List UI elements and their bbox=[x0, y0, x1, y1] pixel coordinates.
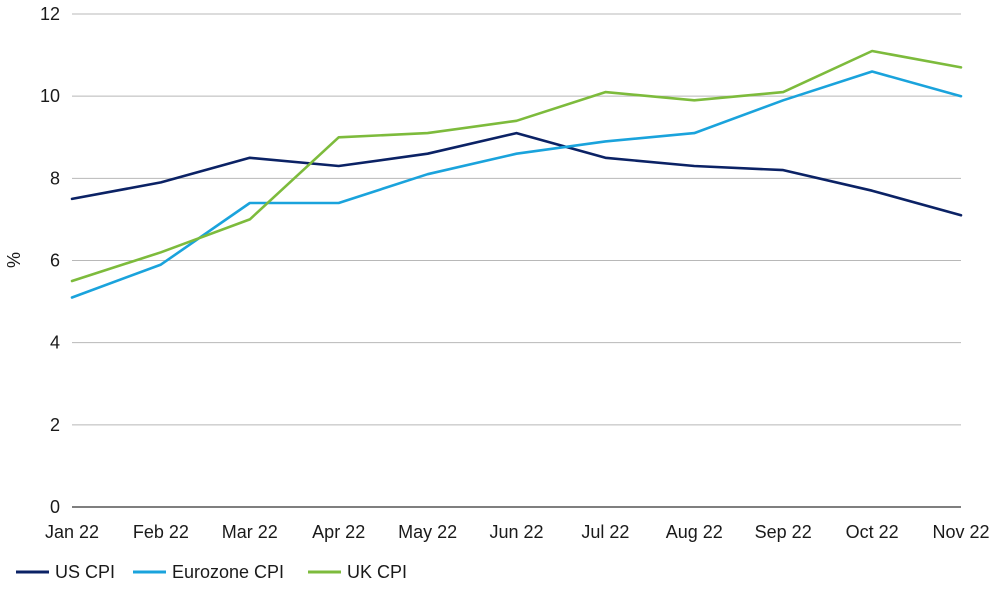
y-tick-label: 4 bbox=[50, 333, 60, 353]
y-tick-label: 8 bbox=[50, 168, 60, 188]
x-tick-label: Jun 22 bbox=[489, 522, 543, 542]
series-line-us-cpi bbox=[70, 131, 963, 217]
y-tick-label: 0 bbox=[50, 497, 60, 517]
legend-label: US CPI bbox=[55, 562, 115, 582]
legend-label: Eurozone CPI bbox=[172, 562, 284, 582]
y-tick-label: 2 bbox=[50, 415, 60, 435]
y-tick-label: 12 bbox=[40, 4, 60, 24]
x-tick-label: Aug 22 bbox=[666, 522, 723, 542]
x-axis: Jan 22 Feb 22 Mar 22 Apr 22 May 22 Jun 22 Jul … bbox=[45, 522, 990, 542]
series-line-uk-cpi bbox=[70, 49, 963, 283]
x-tick-label: Mar 22 bbox=[222, 522, 278, 542]
gridlines bbox=[72, 13, 961, 508]
legend: US CPI Eurozone CPI UK CPI bbox=[16, 562, 407, 582]
x-tick-label: Apr 22 bbox=[312, 522, 365, 542]
series-lines bbox=[70, 49, 963, 299]
y-tick-label: 10 bbox=[40, 86, 60, 106]
y-tick-label: 6 bbox=[50, 251, 60, 271]
legend-label: UK CPI bbox=[347, 562, 407, 582]
x-tick-label: May 22 bbox=[398, 522, 457, 542]
y-axis: 0 2 4 6 8 10 12 bbox=[40, 4, 60, 517]
x-tick-label: Feb 22 bbox=[133, 522, 189, 542]
y-axis-title: % bbox=[4, 252, 24, 268]
x-tick-label: Sep 22 bbox=[755, 522, 812, 542]
series-line-eurozone-cpi bbox=[70, 70, 963, 299]
x-tick-label: Nov 22 bbox=[932, 522, 989, 542]
x-tick-label: Jan 22 bbox=[45, 522, 99, 542]
x-tick-label: Jul 22 bbox=[581, 522, 629, 542]
x-tick-label: Oct 22 bbox=[846, 522, 899, 542]
